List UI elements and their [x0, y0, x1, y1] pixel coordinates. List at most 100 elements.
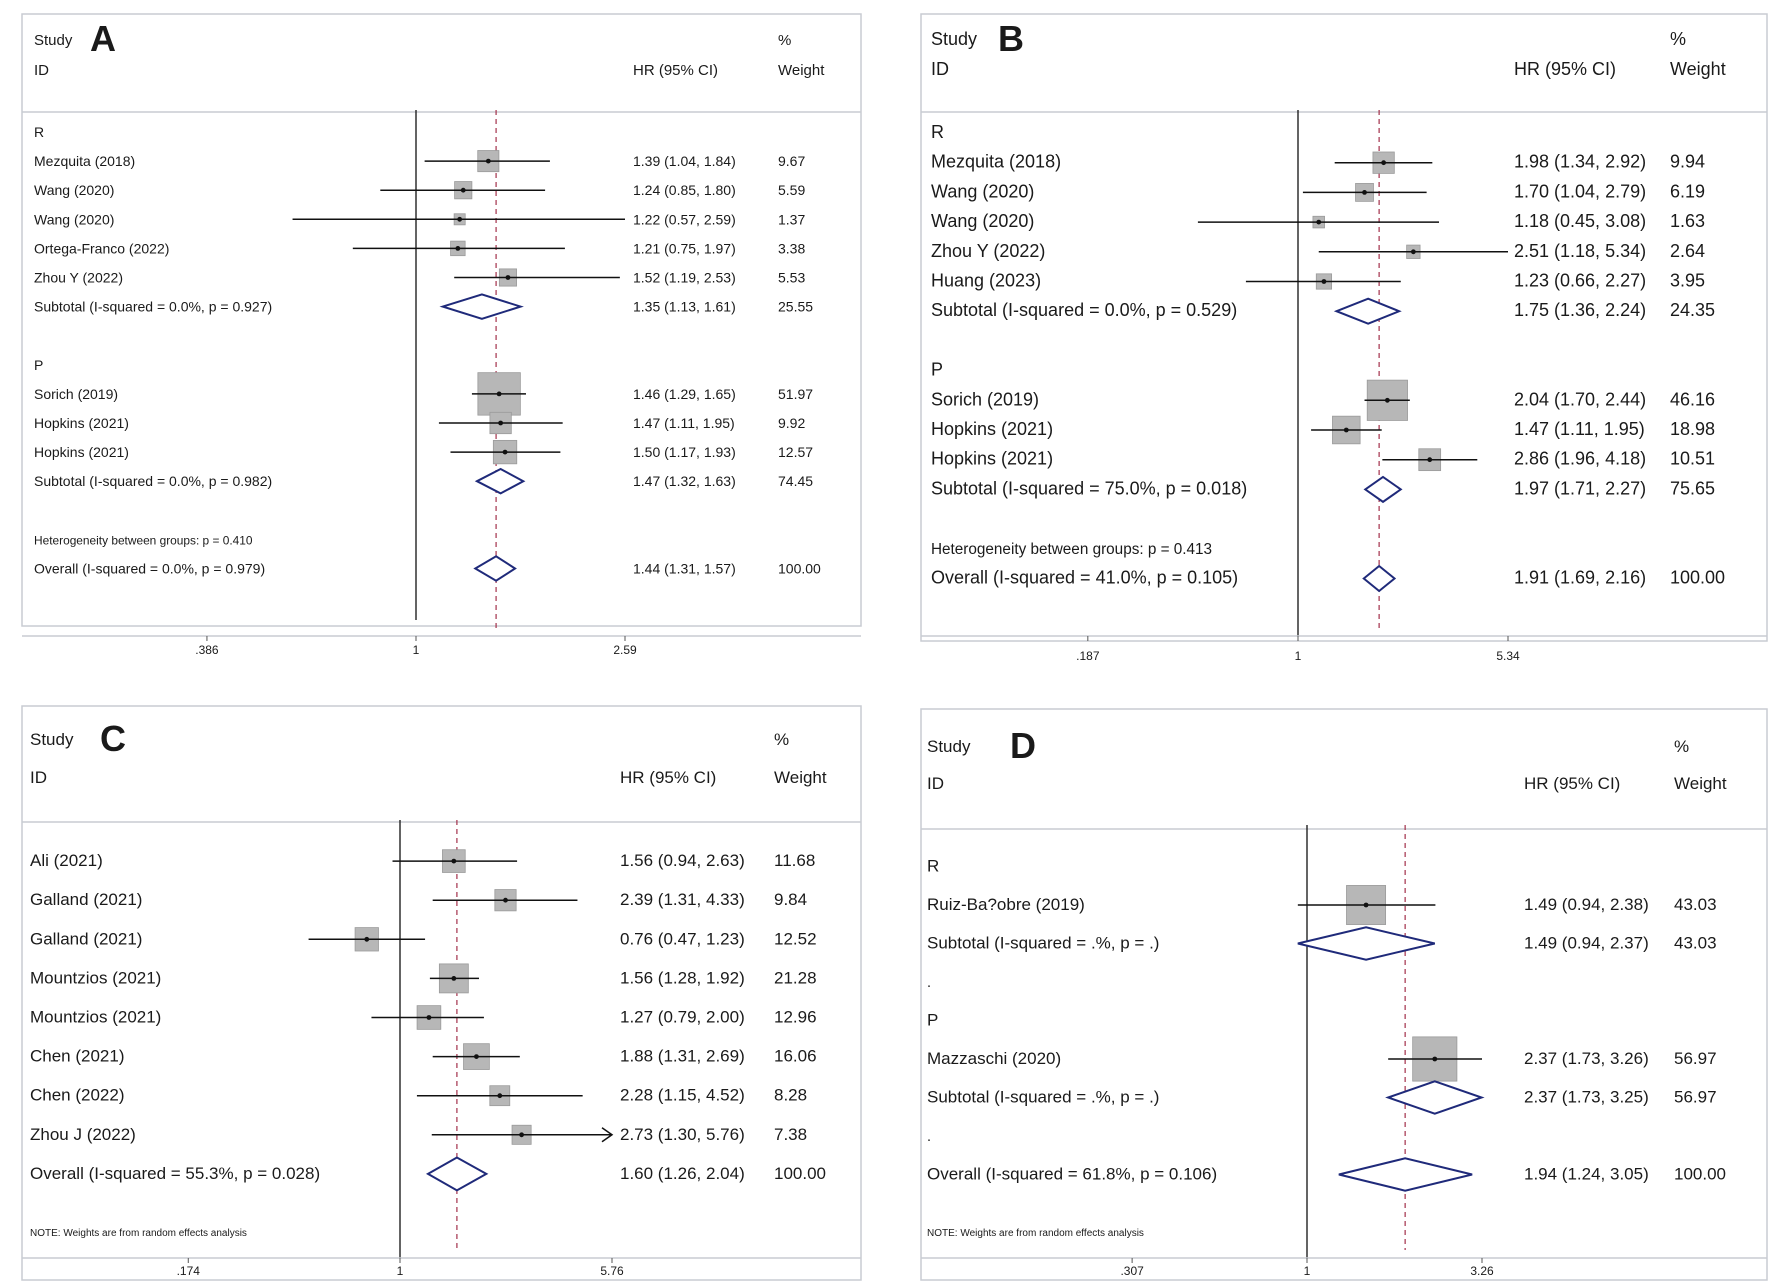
- hr-ci-value: 1.39 (1.04, 1.84): [633, 153, 736, 169]
- weight-value: 3.95: [1670, 271, 1705, 291]
- study-label: Galland (2021): [30, 890, 142, 909]
- x-tick-label: .187: [1076, 649, 1100, 663]
- point-estimate: [457, 216, 463, 222]
- panel-letter: D: [1010, 725, 1036, 766]
- weight-value: 25.55: [778, 299, 813, 315]
- summary-diamond: [439, 293, 524, 320]
- weight-value: 56.97: [1674, 1049, 1717, 1068]
- hr-ci-value: 1.44 (1.31, 1.57): [633, 561, 736, 577]
- hr-ci-value: 1.75 (1.36, 2.24): [1514, 300, 1646, 320]
- header-weight: Weight: [1670, 59, 1726, 79]
- hr-ci-value: 1.24 (0.85, 1.80): [633, 182, 736, 198]
- study-label: Wang (2020): [931, 181, 1034, 201]
- weight-value: 3.38: [778, 240, 805, 256]
- summary-label: Subtotal (I-squared = 0.0%, p = 0.982): [34, 473, 272, 489]
- subgroup-label: R: [927, 857, 939, 876]
- weight-value: 5.53: [778, 270, 805, 286]
- summary-diamond: [1363, 475, 1403, 504]
- point-estimate: [1321, 279, 1327, 284]
- weight-value: 56.97: [1674, 1088, 1717, 1107]
- point-estimate: [505, 275, 511, 280]
- study-label: Chen (2022): [30, 1086, 125, 1105]
- subgroup-label: P: [927, 1011, 938, 1030]
- summary-label: Subtotal (I-squared = 0.0%, p = 0.529): [931, 300, 1237, 320]
- weight-value: 21.28: [774, 968, 817, 987]
- hr-ci-value: 1.52 (1.19, 2.53): [633, 270, 736, 286]
- subgroup-label: P: [34, 357, 43, 373]
- weight-value: 7.38: [774, 1125, 807, 1144]
- hr-ci-value: 1.27 (0.79, 2.00): [620, 1008, 745, 1027]
- weight-value: 74.45: [778, 473, 813, 489]
- summary-label: Subtotal (I-squared = .%, p = .): [927, 1088, 1159, 1107]
- weight-value: 12.52: [774, 929, 817, 948]
- study-label: Sorich (2019): [931, 389, 1039, 409]
- header-study: Study: [30, 730, 74, 749]
- study-label: Ortega-Franco (2022): [34, 240, 169, 256]
- subgroup-label: P: [931, 360, 943, 380]
- hr-ci-value: 1.56 (0.94, 2.63): [620, 851, 745, 870]
- hr-ci-value: 1.91 (1.69, 2.16): [1514, 568, 1646, 588]
- study-label: Hopkins (2021): [34, 444, 129, 460]
- hr-ci-value: 1.47 (1.11, 1.95): [633, 415, 735, 431]
- hr-ci-value: 1.18 (0.45, 3.08): [1514, 211, 1646, 231]
- weight-value: 100.00: [1670, 568, 1725, 588]
- point-estimate: [496, 391, 502, 397]
- hr-ci-value: 1.22 (0.57, 2.59): [633, 211, 736, 227]
- header-percent: %: [778, 32, 791, 49]
- hr-ci-value: 1.47 (1.11, 1.95): [1514, 419, 1645, 439]
- study-label: Zhou J (2022): [30, 1125, 136, 1144]
- summary-label: Overall (I-squared = 0.0%, p = 0.979): [34, 561, 265, 577]
- weight-value: 100.00: [1674, 1165, 1726, 1184]
- weight-value: 18.98: [1670, 419, 1715, 439]
- weight-value: 8.28: [774, 1086, 807, 1105]
- summary-label: Subtotal (I-squared = 0.0%, p = 0.927): [34, 299, 272, 315]
- hr-ci-value: 1.35 (1.13, 1.61): [633, 299, 736, 315]
- panel-letter: B: [998, 18, 1024, 59]
- ci-arrow: [601, 1127, 614, 1143]
- point-estimate: [498, 420, 504, 426]
- hr-ci-value: 1.47 (1.32, 1.63): [633, 473, 736, 489]
- hr-ci-value: 1.88 (1.31, 2.69): [620, 1047, 745, 1066]
- panel-frame: [920, 13, 1768, 642]
- study-label: Wang (2020): [34, 211, 114, 227]
- weight-value: 51.97: [778, 386, 813, 402]
- hr-ci-value: 1.70 (1.04, 2.79): [1514, 181, 1646, 201]
- weight-value: 46.16: [1670, 389, 1715, 409]
- x-tick-label: 5.76: [600, 1264, 624, 1278]
- study-label: Hopkins (2021): [931, 449, 1053, 469]
- hr-ci-value: 0.76 (0.47, 1.23): [620, 929, 745, 948]
- point-estimate: [451, 858, 457, 864]
- header-id: ID: [931, 59, 949, 79]
- hr-ci-value: 1.94 (1.24, 3.05): [1524, 1165, 1649, 1184]
- footnote: NOTE: Weights are from random effects an…: [30, 1228, 247, 1239]
- header-id: ID: [927, 774, 944, 793]
- hr-ci-value: 1.23 (0.66, 2.27): [1514, 271, 1646, 291]
- hr-ci-value: 1.60 (1.26, 2.04): [620, 1164, 745, 1183]
- study-label: Ruiz-Ba?obre (2019): [927, 895, 1085, 914]
- summary-diamond: [1362, 564, 1397, 593]
- point-estimate: [1410, 249, 1416, 255]
- point-estimate: [1384, 397, 1390, 403]
- x-tick-label: 1: [1295, 649, 1302, 663]
- point-estimate: [474, 1054, 479, 1059]
- weight-value: 100.00: [774, 1164, 826, 1183]
- header-hr: HR (95% CI): [620, 768, 716, 787]
- header-study: Study: [927, 737, 971, 756]
- weight-value: 12.57: [778, 444, 813, 460]
- x-tick-label: 1: [397, 1264, 404, 1278]
- point-estimate: [1427, 457, 1433, 463]
- forest-panel-b: Study ID HR (95% CI)% Weight B .187 1 5.34 R Mezq…: [920, 13, 1768, 663]
- summary-diamond: [1333, 297, 1402, 325]
- weight-value: 1.63: [1670, 211, 1705, 231]
- x-tick-label: .386: [195, 643, 219, 657]
- summary-diamond: [474, 467, 526, 495]
- panel-frame: [920, 708, 1768, 1281]
- study-label: Sorich (2019): [34, 386, 118, 402]
- point-estimate: [460, 187, 466, 193]
- x-tick-label: 5.34: [1496, 649, 1520, 663]
- forest-panel-d: Study ID HR (95% CI)% Weight D .307 1 3.26 R Ruiz…: [920, 708, 1768, 1281]
- hr-ci-value: 2.51 (1.18, 5.34): [1514, 241, 1646, 261]
- summary-label: Overall (I-squared = 55.3%, p = 0.028): [30, 1164, 320, 1183]
- point-estimate: [455, 246, 461, 251]
